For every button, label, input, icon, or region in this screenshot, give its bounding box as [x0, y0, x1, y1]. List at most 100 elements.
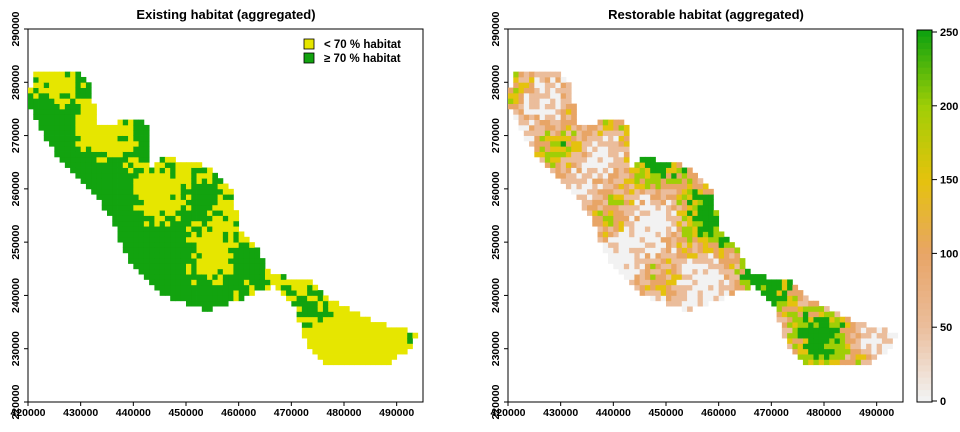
raster-cell: [159, 252, 166, 259]
raster-cell: [217, 204, 224, 211]
raster-cell: [718, 274, 725, 280]
raster-cell: [713, 210, 720, 216]
raster-cell: [576, 162, 583, 168]
raster-cell: [534, 124, 540, 131]
raster-cell: [180, 183, 187, 190]
raster-cell: [565, 146, 572, 152]
raster-cell: [571, 124, 577, 131]
raster-cell: [639, 268, 646, 275]
raster-cell: [143, 162, 150, 168]
raster-cell: [59, 140, 66, 147]
colorbar-frame: [916, 29, 933, 403]
raster-cell: [687, 258, 693, 264]
raster-cell: [697, 242, 704, 248]
raster-cell: [813, 332, 820, 339]
raster-cell: [54, 76, 60, 83]
raster-cell: [666, 268, 672, 275]
colorbar-segment: [917, 321, 932, 329]
raster-cell: [328, 354, 334, 360]
raster-cell: [697, 236, 704, 243]
raster-cell: [143, 210, 150, 216]
raster-cell: [629, 210, 635, 216]
raster-cell: [702, 268, 709, 275]
raster-cell: [128, 140, 134, 147]
raster-cell: [623, 268, 630, 275]
raster-cell: [692, 279, 698, 286]
raster-cell: [802, 306, 809, 312]
raster-cell: [697, 247, 704, 254]
raster-cell: [529, 119, 535, 126]
raster-cell: [212, 252, 218, 259]
raster-cell: [623, 130, 630, 136]
raster-cell: [207, 231, 213, 238]
raster-cell: [718, 236, 725, 243]
raster-cell: [49, 87, 55, 94]
raster-cell: [138, 258, 145, 264]
raster-cell: [64, 135, 71, 142]
raster-cell: [380, 332, 387, 339]
raster-cell: [312, 290, 319, 296]
raster-cell: [866, 354, 872, 360]
raster-cell: [233, 290, 240, 296]
raster-cell: [534, 151, 540, 158]
raster-cell: [180, 231, 187, 238]
raster-cell: [855, 343, 862, 350]
raster-cell: [328, 359, 334, 366]
raster-cell: [639, 162, 646, 168]
raster-cell: [555, 146, 562, 152]
raster-cell: [539, 87, 546, 94]
raster-cell: [634, 247, 641, 254]
raster-cell: [666, 162, 672, 168]
raster-cell: [618, 252, 625, 259]
raster-cell: [613, 119, 619, 126]
raster-cell: [117, 130, 124, 136]
raster-cell: [201, 258, 208, 264]
raster-cell: [692, 210, 698, 216]
raster-cell: [254, 274, 261, 280]
raster-cell: [64, 146, 71, 152]
raster-cell: [222, 274, 229, 280]
raster-cell: [301, 279, 308, 286]
raster-cell: [676, 215, 683, 222]
raster-cell: [571, 172, 577, 179]
raster-cell: [829, 332, 835, 339]
raster-cell: [85, 146, 92, 152]
raster-cell: [808, 332, 814, 339]
raster-cell: [544, 146, 551, 152]
raster-cell: [80, 76, 87, 83]
raster-cell: [101, 183, 108, 190]
raster-cell: [117, 135, 124, 142]
raster-cell: [54, 92, 60, 99]
raster-cell: [824, 348, 830, 355]
raster-cell: [787, 332, 793, 339]
raster-cell: [697, 295, 704, 302]
raster-cell: [544, 156, 551, 163]
raster-cell: [143, 151, 150, 158]
raster-cell: [655, 194, 662, 200]
raster-cell: [217, 284, 224, 291]
raster-cell: [128, 226, 134, 232]
raster-cell: [370, 332, 376, 339]
raster-cell: [149, 236, 155, 243]
raster-cell: [850, 327, 856, 334]
raster-cell: [660, 284, 667, 291]
raster-cell: [238, 274, 245, 280]
raster-cell: [613, 199, 619, 206]
raster-cell: [212, 284, 218, 291]
raster-cell: [228, 231, 234, 238]
raster-cell: [107, 124, 113, 131]
restorable-raster: [508, 71, 899, 366]
raster-cell: [217, 252, 224, 259]
raster-cell: [254, 279, 261, 286]
raster-cell: [655, 162, 662, 168]
raster-cell: [164, 215, 171, 222]
raster-cell: [666, 172, 672, 179]
raster-cell: [191, 210, 197, 216]
raster-cell: [834, 343, 841, 350]
raster-cell: [576, 140, 583, 147]
raster-cell: [644, 215, 651, 222]
raster-cell: [259, 263, 266, 270]
raster-cell: [138, 146, 145, 152]
raster-cell: [839, 332, 846, 339]
raster-cell: [839, 343, 846, 350]
